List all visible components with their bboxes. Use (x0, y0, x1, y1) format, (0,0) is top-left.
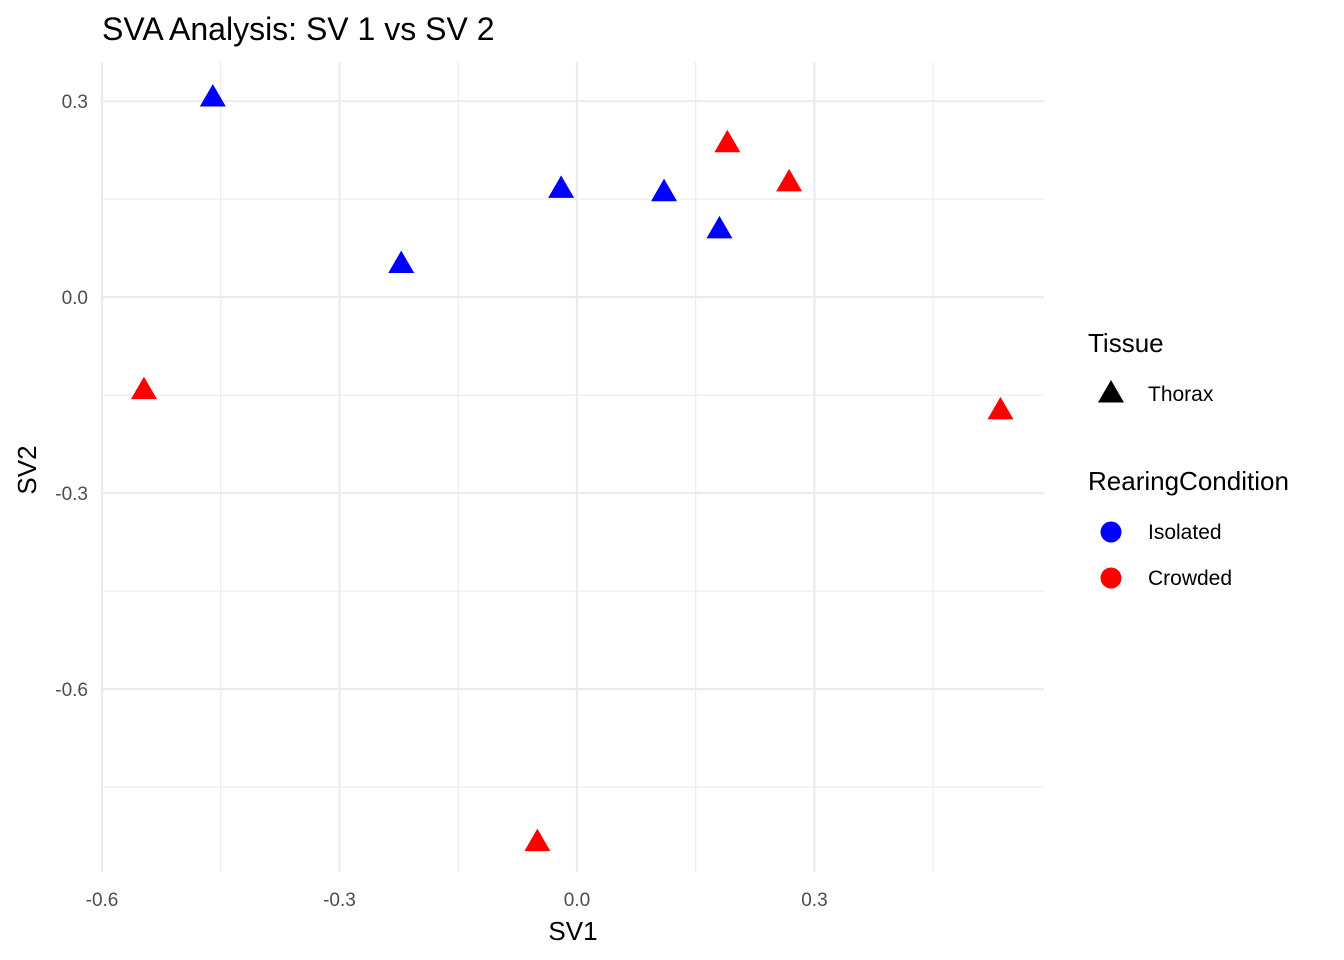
legend-key-circle (1100, 521, 1122, 543)
y-tick-label: -0.6 (55, 680, 88, 701)
chart-title: SVA Analysis: SV 1 vs SV 2 (102, 11, 494, 47)
data-point-isolated (706, 215, 733, 239)
data-points (130, 83, 1014, 852)
data-point-isolated (651, 178, 678, 202)
y-axis-title: SV2 (12, 445, 42, 494)
x-tick-label: -0.6 (86, 890, 119, 911)
x-tick-label: 0.3 (801, 890, 827, 911)
legend-label: Crowded (1148, 567, 1232, 590)
legend-title: Tissue (1088, 328, 1164, 358)
data-point-crowded (987, 396, 1014, 420)
grid (100, 62, 1044, 872)
data-point-crowded (130, 376, 157, 400)
y-tick-label: 0.0 (62, 288, 88, 309)
tick-labels: -0.6 -0.3 0.0 0.3 0.3 0.0 -0.3 -0.6 (55, 92, 827, 911)
x-tick-label: 0.0 (564, 890, 590, 911)
data-point-crowded (524, 828, 551, 852)
data-point-isolated (199, 83, 226, 107)
legend: Tissue Thorax RearingCondition Isolated Crow… (1088, 328, 1289, 590)
data-point-isolated (388, 250, 415, 274)
legend-label: Isolated (1148, 521, 1222, 544)
legend-title: RearingCondition (1088, 466, 1289, 496)
data-point-crowded (714, 129, 741, 153)
x-tick-label: -0.3 (323, 890, 356, 911)
x-axis-title: SV1 (548, 916, 597, 946)
y-tick-label: 0.3 (62, 92, 88, 113)
data-point-crowded (776, 168, 803, 192)
y-tick-label: -0.3 (55, 484, 88, 505)
data-point-isolated (548, 175, 575, 198)
legend-label: Thorax (1148, 383, 1214, 406)
legend-key-circle (1100, 567, 1122, 589)
legend-key-triangle (1098, 380, 1124, 403)
